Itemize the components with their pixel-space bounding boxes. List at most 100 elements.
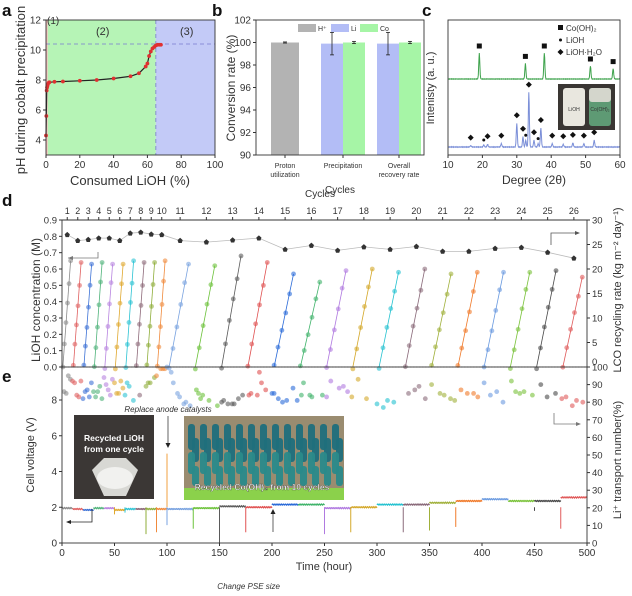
concentration-point — [81, 362, 87, 368]
cycle-line — [156, 260, 166, 368]
concentration-point — [89, 261, 95, 267]
y2-tick-label: 100 — [592, 363, 608, 374]
transport-number-point — [257, 369, 262, 375]
concentration-point — [192, 366, 198, 372]
transport-number-point — [105, 387, 111, 393]
voltage-trace — [61, 506, 73, 510]
concentration-point — [65, 300, 70, 306]
transport-number-point — [131, 398, 136, 403]
transport-number-point — [183, 399, 189, 405]
transport-number-point — [521, 389, 527, 395]
transport-number-point — [196, 391, 201, 396]
concentration-point — [414, 305, 420, 311]
concentration-point — [459, 345, 465, 351]
chart-b: 90 92 94 96 98 100 102 H⁺ Li Co Proton utiliza… — [224, 16, 425, 196]
y-tick-label: 90 — [240, 151, 252, 162]
concentration-point — [313, 296, 319, 302]
concentration-point — [249, 341, 255, 347]
inset-photo: LiOH Co(OH)₂ — [558, 84, 615, 130]
transport-number-point — [328, 378, 334, 384]
y2-tick-label: 10 — [592, 521, 603, 532]
concentration-point — [75, 303, 81, 309]
data-point — [147, 54, 151, 58]
marker-lioh-h2o — [569, 131, 576, 138]
transport-number-point — [84, 387, 90, 393]
region-label-2: (2) — [96, 26, 109, 38]
voltage-trace — [297, 503, 325, 507]
y2-tick-label: 80 — [592, 398, 603, 409]
panel-label-d: d — [2, 191, 12, 210]
plot-frame — [447, 19, 621, 156]
transport-number-point — [225, 401, 231, 407]
sample-tube — [312, 466, 319, 486]
recycling-rate-point — [492, 245, 498, 251]
y-tick-label: 6 — [51, 431, 57, 442]
cycle-label: 25 — [543, 206, 553, 216]
cycle-line — [104, 264, 114, 368]
inset-label-cooh2: Co(OH)₂ — [590, 107, 609, 113]
concentration-point — [114, 344, 120, 350]
voltage-trace — [218, 504, 247, 508]
concentration-point — [392, 288, 398, 294]
voltage-trace — [481, 497, 509, 501]
legend-swatch-li — [331, 24, 349, 32]
category-label-1a: Proton — [275, 163, 296, 170]
transport-number-point — [95, 389, 101, 395]
concentration-point — [485, 347, 491, 353]
x-axis-label: Degree (2θ) — [502, 173, 566, 187]
sample-tube — [228, 466, 235, 486]
concentration-point — [444, 291, 450, 297]
panel-label-b: b — [212, 1, 222, 20]
concentration-point — [226, 317, 232, 323]
concentration-point — [474, 269, 480, 275]
concentration-point — [99, 260, 105, 265]
concentration-point — [279, 327, 285, 333]
cooh2-pattern — [447, 52, 621, 81]
concentration-point — [140, 283, 145, 288]
transport-number-point — [91, 389, 96, 395]
voltage-trace — [455, 499, 483, 503]
concentration-point — [86, 304, 91, 310]
concentration-point — [257, 302, 262, 308]
x-tick-label: 30 — [511, 160, 523, 171]
y-axis-label: Conversion rate (%) — [224, 35, 238, 142]
cycle-label: 24 — [516, 206, 526, 216]
recycling-rate-point — [75, 237, 81, 243]
concentration-point — [159, 302, 165, 307]
transport-number-point — [206, 398, 212, 403]
concentration-point — [317, 279, 323, 285]
x-tick-label: 0 — [59, 548, 65, 559]
region-label-3: (3) — [180, 26, 193, 38]
panel-label-e: e — [2, 367, 11, 386]
cycle-line — [404, 268, 426, 368]
concentration-point — [396, 269, 401, 275]
annotation-replace-catalysts: Replace anode catalysts — [124, 405, 211, 414]
recycling-rate-point — [85, 236, 91, 242]
voltage-trace — [124, 507, 136, 511]
concentration-point — [568, 326, 574, 332]
legend-label-lioh-h2o: LiOH·H₂O — [566, 48, 602, 57]
concentration-point — [297, 363, 303, 369]
x-tick-label: 100 — [159, 548, 176, 559]
y-tick-label: 100 — [234, 38, 251, 49]
panel-label-a: a — [2, 1, 12, 20]
concentration-point — [124, 341, 130, 347]
x-tick-label: 50 — [580, 160, 592, 171]
cycle-label: 21 — [438, 206, 448, 216]
transport-number-point — [168, 369, 174, 375]
x-tick-label: 50 — [109, 548, 121, 559]
cycle-line — [114, 264, 124, 368]
concentration-point — [291, 271, 296, 277]
y-axis-label: pH during cobalt precipitation — [13, 6, 28, 174]
x-tick-label: 40 — [546, 160, 558, 171]
y2-tick-label: 30 — [592, 486, 603, 497]
data-point — [77, 78, 82, 83]
voltage-trace — [323, 506, 352, 510]
recycling-rate-point — [387, 246, 393, 252]
transport-number-point — [441, 392, 447, 398]
cycle-label: 5 — [107, 206, 112, 216]
recycling-rate-point — [127, 230, 133, 236]
marker-lioh — [536, 137, 540, 141]
concentration-point — [204, 301, 210, 307]
concentration-point — [72, 341, 78, 347]
